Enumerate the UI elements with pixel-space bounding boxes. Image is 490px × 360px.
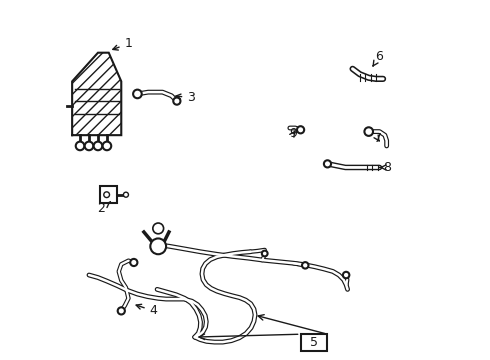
Circle shape xyxy=(262,251,268,256)
Circle shape xyxy=(118,307,125,315)
Circle shape xyxy=(343,272,349,278)
Polygon shape xyxy=(72,53,122,135)
Circle shape xyxy=(130,259,137,266)
Circle shape xyxy=(133,90,142,98)
Circle shape xyxy=(150,238,166,254)
Text: 5: 5 xyxy=(310,336,318,349)
Text: 1: 1 xyxy=(113,37,132,50)
Bar xyxy=(100,186,117,203)
Circle shape xyxy=(76,141,84,150)
Circle shape xyxy=(324,160,331,167)
Text: 9: 9 xyxy=(290,127,297,140)
Circle shape xyxy=(102,141,111,150)
Circle shape xyxy=(302,262,309,269)
Text: 4: 4 xyxy=(136,304,157,318)
Circle shape xyxy=(297,126,304,134)
Circle shape xyxy=(153,223,164,234)
Text: 7: 7 xyxy=(374,132,382,145)
Circle shape xyxy=(104,192,110,198)
Text: 2: 2 xyxy=(98,202,110,215)
Circle shape xyxy=(85,141,93,150)
Bar xyxy=(300,334,327,351)
Circle shape xyxy=(94,141,102,150)
Text: 3: 3 xyxy=(176,91,195,104)
Circle shape xyxy=(365,127,373,136)
Text: 6: 6 xyxy=(373,50,383,66)
Circle shape xyxy=(173,98,180,105)
Circle shape xyxy=(123,192,128,197)
Text: 8: 8 xyxy=(380,161,391,174)
